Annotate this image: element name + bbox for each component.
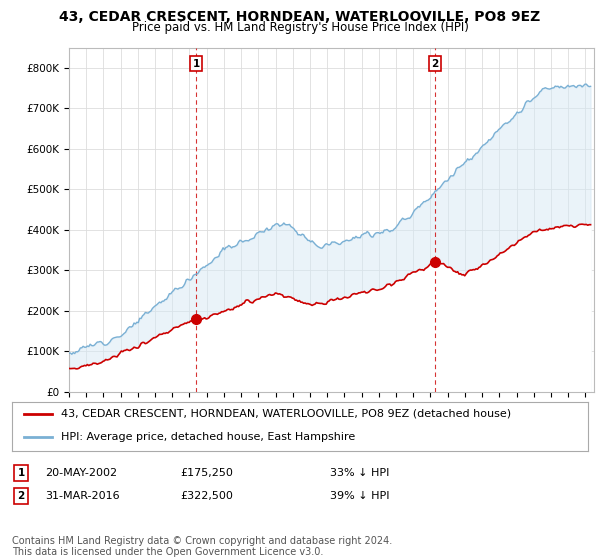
Text: Price paid vs. HM Land Registry's House Price Index (HPI): Price paid vs. HM Land Registry's House … — [131, 21, 469, 34]
Text: 33% ↓ HPI: 33% ↓ HPI — [330, 468, 389, 478]
Text: 2: 2 — [431, 59, 439, 69]
Text: 43, CEDAR CRESCENT, HORNDEAN, WATERLOOVILLE, PO8 9EZ: 43, CEDAR CRESCENT, HORNDEAN, WATERLOOVI… — [59, 10, 541, 24]
Text: 43, CEDAR CRESCENT, HORNDEAN, WATERLOOVILLE, PO8 9EZ (detached house): 43, CEDAR CRESCENT, HORNDEAN, WATERLOOVI… — [61, 409, 511, 419]
Text: HPI: Average price, detached house, East Hampshire: HPI: Average price, detached house, East… — [61, 432, 355, 442]
Text: 31-MAR-2016: 31-MAR-2016 — [45, 491, 119, 501]
Text: 2: 2 — [17, 491, 25, 501]
Text: 39% ↓ HPI: 39% ↓ HPI — [330, 491, 389, 501]
Text: 1: 1 — [193, 59, 200, 69]
Text: 20-MAY-2002: 20-MAY-2002 — [45, 468, 117, 478]
Text: Contains HM Land Registry data © Crown copyright and database right 2024.
This d: Contains HM Land Registry data © Crown c… — [12, 535, 392, 557]
Text: £322,500: £322,500 — [180, 491, 233, 501]
Text: 1: 1 — [17, 468, 25, 478]
Text: £175,250: £175,250 — [180, 468, 233, 478]
